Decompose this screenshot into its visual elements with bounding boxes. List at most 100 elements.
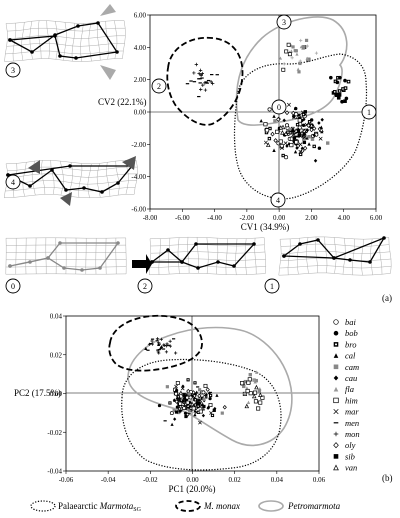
outline-petromarmota-a — [235, 16, 348, 126]
data-point — [302, 140, 307, 145]
data-point — [195, 390, 199, 394]
chart-a-points — [185, 38, 351, 163]
legend-petromarmota-swatch — [258, 500, 284, 512]
data-point — [305, 56, 309, 60]
legend-label-sib: sib — [345, 451, 355, 461]
data-point — [317, 146, 322, 150]
legend-marker-fla — [333, 386, 339, 392]
data-point — [253, 399, 258, 404]
data-point — [181, 384, 185, 389]
data-point — [203, 81, 207, 85]
data-point — [298, 149, 303, 154]
x-tick-label: -6.00 — [175, 214, 190, 222]
data-point — [155, 339, 159, 343]
data-point — [314, 51, 319, 55]
legend-marker-bob — [333, 330, 339, 336]
legend-label-van: van — [345, 463, 357, 473]
data-point — [258, 400, 263, 405]
data-point — [284, 49, 289, 54]
x-tick-label: 0.02 — [229, 476, 242, 484]
data-point — [335, 80, 340, 85]
data-point — [244, 403, 250, 409]
data-point — [198, 404, 202, 409]
data-point — [305, 44, 309, 48]
data-point — [182, 406, 187, 411]
data-point — [251, 393, 257, 399]
deformation-grid — [4, 156, 138, 206]
data-point — [307, 134, 311, 139]
region-0-marker: 0 — [271, 99, 287, 115]
svg-text:0: 0 — [11, 282, 15, 291]
outline-monax-b — [108, 314, 203, 372]
x-tick-label: -0.06 — [59, 476, 74, 484]
data-point — [254, 378, 258, 383]
data-point — [181, 394, 186, 399]
data-point — [265, 142, 271, 147]
data-point — [302, 145, 308, 151]
data-point — [215, 393, 219, 397]
data-point — [343, 78, 347, 83]
legend-label-mar: mar — [345, 407, 359, 417]
y-tick-label: 2.00 — [134, 76, 147, 84]
grid-label-3: 3 — [5, 62, 21, 78]
data-point — [202, 397, 206, 401]
region-2-marker: 2 — [151, 78, 167, 94]
data-point — [186, 378, 190, 382]
data-point — [180, 386, 185, 391]
data-point — [338, 75, 342, 80]
data-point — [293, 150, 298, 154]
data-point — [197, 71, 201, 76]
legend-marker-mon — [333, 431, 339, 437]
svg-text:2: 2 — [157, 82, 161, 91]
data-point — [267, 136, 272, 141]
chart-a: -8.00 -6.00 -4.00 -2.00 0.00 2.00 4.00 6.006.00… — [98, 12, 383, 233]
data-point — [263, 140, 268, 145]
x-tick-label: -0.02 — [143, 476, 158, 484]
data-point — [285, 144, 289, 148]
data-point — [208, 403, 213, 407]
svg-text:4: 4 — [11, 178, 15, 187]
x-tick-label: 4.00 — [338, 214, 351, 222]
data-point — [343, 99, 347, 103]
data-point — [144, 346, 148, 351]
data-point — [258, 392, 263, 397]
data-point — [191, 406, 196, 411]
data-point — [309, 122, 314, 128]
outline-monax-a — [166, 36, 244, 126]
data-point — [159, 346, 163, 350]
x-tick-label: -8.00 — [143, 214, 158, 222]
data-point — [212, 408, 216, 412]
data-point — [197, 401, 201, 406]
data-point — [267, 107, 272, 112]
data-point — [284, 123, 290, 128]
legend-marker-mar — [333, 409, 339, 415]
data-point — [190, 401, 195, 407]
data-point — [243, 391, 247, 396]
data-point — [287, 52, 292, 57]
deformation-grid — [5, 237, 127, 275]
data-point — [165, 385, 169, 389]
data-point — [207, 391, 211, 396]
legend-label-him: him — [345, 395, 358, 405]
data-point — [272, 148, 276, 152]
legend-label-bro: bro — [345, 339, 357, 349]
data-point — [243, 379, 248, 384]
data-point — [198, 68, 203, 73]
legend-monax-swatch — [175, 500, 201, 512]
data-point — [298, 59, 302, 63]
data-point — [209, 393, 213, 398]
grid-label-2: 2 — [137, 278, 153, 294]
legend-label-bob: bob — [345, 328, 358, 338]
data-point — [210, 81, 215, 86]
data-point — [278, 125, 284, 130]
data-point — [174, 351, 178, 355]
data-point — [278, 56, 283, 60]
data-point — [260, 395, 265, 400]
data-point — [286, 42, 291, 47]
legend-marker-bai — [333, 319, 339, 325]
data-point — [295, 122, 300, 127]
data-point — [297, 70, 301, 74]
data-point — [242, 384, 246, 389]
deformation-grids — [4, 4, 392, 276]
